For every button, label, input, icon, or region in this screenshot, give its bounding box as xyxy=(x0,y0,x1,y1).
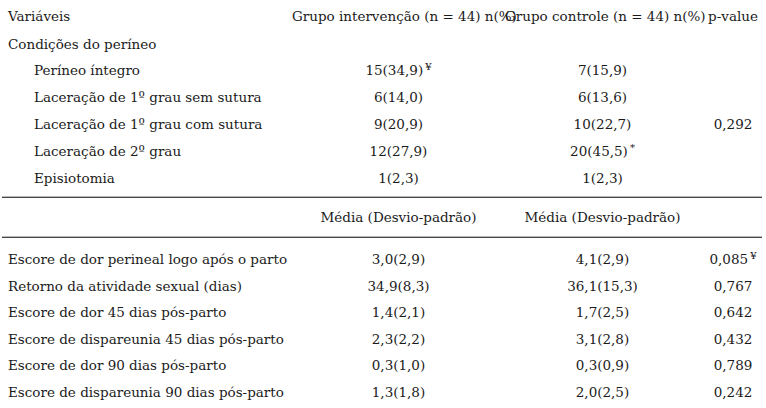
intervention-value: 1,4(2,1) xyxy=(292,304,505,320)
row-label: Laceração de 2º grau xyxy=(0,143,292,159)
control-value: 6(13,6) xyxy=(505,89,700,105)
footnote-marker-asterisk: * xyxy=(630,142,635,153)
pvalue-cell: 0,242 xyxy=(700,384,766,400)
footnote-marker-yen: ¥ xyxy=(750,250,756,261)
intervention-value: 12(27,9) xyxy=(292,143,505,159)
table-header-row: Variáveis Grupo intervenção (n = 44) n(%… xyxy=(0,0,766,32)
row-label: Laceração de 1º grau sem sutura xyxy=(0,89,292,105)
pvalue-cell: 0,432 xyxy=(700,331,766,347)
intervention-value: 15(34,9)¥ xyxy=(292,62,505,78)
intervention-value: 1,3(1,8) xyxy=(292,384,505,400)
intervention-value: 6(14,0) xyxy=(292,89,505,105)
intervention-value: 34,9(8,3) xyxy=(292,278,505,294)
footnote-marker-yen: ¥ xyxy=(425,61,431,72)
control-value: 0,3(0,9) xyxy=(505,357,700,373)
table-row: Períneo íntegro 15(34,9)¥ 7(15,9) xyxy=(0,56,766,83)
control-value: 36,1(15,3) xyxy=(505,278,700,294)
control-value: 1,7(2,5) xyxy=(505,304,700,320)
section-title-row: Condições do períneo xyxy=(0,32,766,56)
table-row: Laceração de 1º grau sem sutura 6(14,0) … xyxy=(0,83,766,110)
table-row: Escore de dor perineal logo após o parto… xyxy=(0,246,766,273)
table-row: Retorno da atividade sexual (dias) 34,9(… xyxy=(0,273,766,300)
header-variables: Variáveis xyxy=(0,8,292,24)
control-value: 1(2,3) xyxy=(505,170,700,186)
header-pvalue: p-value xyxy=(700,8,766,24)
row-label: Laceração de 1º grau com sutura xyxy=(0,116,292,132)
pvalue-cell: 0,085¥ xyxy=(700,251,766,267)
control-value: 3,1(2,8) xyxy=(505,331,700,347)
row-label: Escore de dor perineal logo após o parto xyxy=(0,251,292,267)
table-row: Escore de dor 45 dias pós-parto 1,4(2,1)… xyxy=(0,299,766,326)
table-row: Escore de dor 90 dias pós-parto 0,3(1,0)… xyxy=(0,352,766,379)
value-text: 15(34,9) xyxy=(365,62,423,78)
subheader-row: Média (Desvio-padrão) Média (Desvio-padr… xyxy=(0,198,766,236)
header-control-group: Grupo controle (n = 44) n(%) xyxy=(505,8,700,24)
intervention-value: 3,0(2,9) xyxy=(292,251,505,267)
row-label: Escore de dor 90 dias pós-parto xyxy=(0,357,292,373)
table-row: Escore de dispareunia 90 dias pós-parto … xyxy=(0,379,766,406)
value-text: 20(45,5) xyxy=(570,143,628,159)
row-label: Períneo íntegro xyxy=(0,62,292,78)
table-row: Laceração de 1º grau com sutura 9(20,9) … xyxy=(0,110,766,137)
subheader-control: Média (Desvio-padrão) xyxy=(505,209,700,225)
intervention-value: 0,3(1,0) xyxy=(292,357,505,373)
control-value: 7(15,9) xyxy=(505,62,700,78)
value-text: 0,085 xyxy=(709,251,748,267)
intervention-value: 2,3(2,2) xyxy=(292,331,505,347)
table-row: Episiotomia 1(2,3) 1(2,3) xyxy=(0,164,766,191)
row-label: Episiotomia xyxy=(0,170,292,186)
pvalue-cell: 0,789 xyxy=(700,357,766,373)
pvalue-cell: 0,767 xyxy=(700,278,766,294)
intervention-value: 1(2,3) xyxy=(292,170,505,186)
table-row: Escore de dispareunia 45 dias pós-parto … xyxy=(0,326,766,353)
row-label: Escore de dispareunia 45 dias pós-parto xyxy=(0,331,292,347)
control-value: 10(22,7) xyxy=(505,116,700,132)
pvalue-cell: 0,292 xyxy=(700,116,766,132)
pvalue-cell: 0,642 xyxy=(700,304,766,320)
scores-section: Escore de dor perineal logo após o parto… xyxy=(0,238,766,405)
section-title-perineum: Condições do períneo xyxy=(0,36,292,52)
control-value: 20(45,5)* xyxy=(505,143,700,159)
row-label: Escore de dor 45 dias pós-parto xyxy=(0,304,292,320)
paper-table-page: Variáveis Grupo intervenção (n = 44) n(%… xyxy=(0,0,766,408)
row-label: Retorno da atividade sexual (dias) xyxy=(0,278,292,294)
control-value: 2,0(2,5) xyxy=(505,384,700,400)
subheader-intervention: Média (Desvio-padrão) xyxy=(292,209,505,225)
intervention-value: 9(20,9) xyxy=(292,116,505,132)
row-label: Escore de dispareunia 90 dias pós-parto xyxy=(0,384,292,400)
control-value: 4,1(2,9) xyxy=(505,251,700,267)
header-intervention-group: Grupo intervenção (n = 44) n(%) xyxy=(292,8,505,24)
table-row: Laceração de 2º grau 12(27,9) 20(45,5)* xyxy=(0,137,766,164)
